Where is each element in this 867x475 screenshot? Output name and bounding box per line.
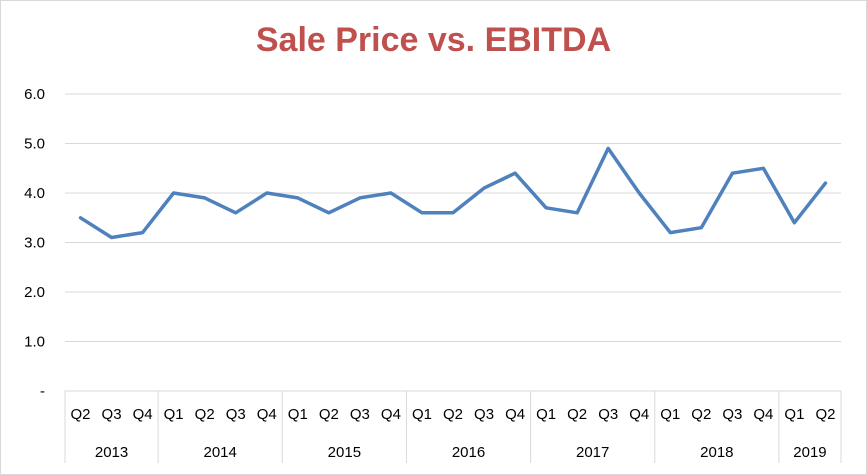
x-tick-label-quarter: Q3 xyxy=(474,406,494,423)
x-tick-label-year: 2015 xyxy=(328,444,361,461)
data-point xyxy=(80,217,81,218)
data-point xyxy=(639,193,640,194)
y-tick-label: 3.0 xyxy=(24,235,45,252)
x-tick-label-quarter: Q4 xyxy=(505,406,525,423)
x-tick-label-year: 2014 xyxy=(204,444,237,461)
data-point xyxy=(359,197,360,198)
x-tick-label-quarter: Q2 xyxy=(319,406,339,423)
y-tick-label: 6.0 xyxy=(24,86,45,103)
y-tick-label: 2.0 xyxy=(24,284,45,301)
series-line xyxy=(78,146,828,240)
data-point xyxy=(111,237,112,238)
data-point xyxy=(422,212,423,213)
gridlines xyxy=(65,93,841,342)
x-tick-label-quarter: Q2 xyxy=(195,406,215,423)
data-point xyxy=(515,173,516,174)
y-axis-ticks: - 1.0 2.0 3.0 4.0 5.0 6.0 xyxy=(24,86,45,400)
data-point xyxy=(453,212,454,213)
data-point xyxy=(763,168,764,169)
x-tick-label-quarter: Q4 xyxy=(257,406,277,423)
y-tick-label: 5.0 xyxy=(24,136,45,153)
data-point xyxy=(328,212,329,213)
x-tick-label-quarter: Q3 xyxy=(598,406,618,423)
x-tick-label-quarter: Q1 xyxy=(412,406,432,423)
data-point xyxy=(266,193,267,194)
data-point xyxy=(173,193,174,194)
data-point xyxy=(608,148,609,149)
chart-title: Sale Price vs. EBITDA xyxy=(255,21,612,59)
data-point xyxy=(546,207,547,208)
x-tick-label-quarter: Q3 xyxy=(102,406,122,423)
data-point xyxy=(297,197,298,198)
x-tick-label-year: 2013 xyxy=(95,444,128,461)
x-tick-label-year: 2018 xyxy=(700,444,733,461)
x-tick-label-quarter: Q4 xyxy=(753,406,773,423)
x-tick-label-quarter: Q4 xyxy=(133,406,153,423)
x-tick-label-quarter: Q2 xyxy=(815,406,835,423)
data-point xyxy=(670,232,671,233)
y-tick-label: 4.0 xyxy=(24,185,45,202)
data-point xyxy=(577,212,578,213)
data-point xyxy=(825,183,826,184)
x-tick-label-quarter: Q3 xyxy=(350,406,370,423)
x-tick-label-quarter: Q3 xyxy=(226,406,246,423)
x-tick-label-quarter: Q2 xyxy=(567,406,587,423)
data-point xyxy=(732,173,733,174)
x-tick-label-year: 2019 xyxy=(793,444,826,461)
x-tick-label-year: 2017 xyxy=(576,444,609,461)
x-tick-label-quarter: Q2 xyxy=(691,406,711,423)
x-tick-label-quarter: Q2 xyxy=(443,406,463,423)
y-tick-label: 1.0 xyxy=(24,334,45,351)
x-tick-label-quarter: Q1 xyxy=(660,406,680,423)
data-point xyxy=(390,193,391,194)
data-point xyxy=(204,197,205,198)
x-tick-label-quarter: Q1 xyxy=(536,406,556,423)
x-tick-label-quarter: Q1 xyxy=(288,406,308,423)
x-tick-label-quarter: Q4 xyxy=(381,406,401,423)
x-axis: Q2 Q3 Q4 Q1 Q2 Q3 Q4 Q1 Q2 Q3 Q4 Q1 Q2 Q3 Q4 Q1 Q2 Q3 Q4 Q1… xyxy=(64,390,842,463)
data-point xyxy=(142,232,143,233)
x-tick-label-quarter: Q2 xyxy=(71,406,91,423)
series-layer xyxy=(78,146,828,240)
data-point xyxy=(235,212,236,213)
x-tick-label-quarter: Q4 xyxy=(629,406,649,423)
x-tick-label-quarter: Q1 xyxy=(784,406,804,423)
data-point xyxy=(794,222,795,223)
data-point xyxy=(484,188,485,189)
x-tick-label-year: 2016 xyxy=(452,444,485,461)
x-tick-label-quarter: Q3 xyxy=(722,406,742,423)
y-tick-label: - xyxy=(40,383,45,400)
data-point xyxy=(701,227,702,228)
x-tick-label-quarter: Q1 xyxy=(164,406,184,423)
